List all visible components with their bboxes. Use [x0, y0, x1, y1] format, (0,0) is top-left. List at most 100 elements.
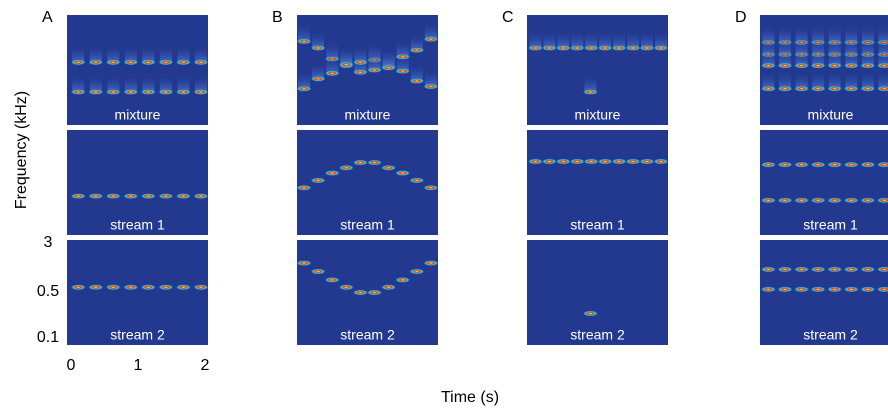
tone-halo [142, 44, 155, 63]
spectrogram-bg [527, 130, 668, 235]
tone [408, 47, 425, 54]
tone [122, 284, 139, 291]
tone [394, 170, 411, 177]
spectrogram: stream 2 [297, 240, 438, 345]
tone [777, 161, 794, 168]
tone [157, 89, 174, 95]
tone-halo [812, 47, 825, 66]
tone [843, 266, 860, 273]
row-label: mixture [575, 107, 621, 123]
tone [859, 286, 876, 293]
tone-halo [89, 44, 102, 63]
tone [175, 284, 192, 291]
tone-halo [599, 30, 612, 48]
tone [310, 45, 327, 51]
row-label: mixture [115, 107, 161, 123]
tone [297, 184, 313, 191]
tone [394, 68, 411, 75]
tone-halo [298, 70, 311, 89]
tone-halo [585, 30, 598, 48]
tone [105, 284, 122, 291]
tone-halo [878, 47, 888, 66]
row-label: stream 2 [803, 327, 858, 343]
row-label: stream 2 [570, 327, 625, 343]
tone [408, 268, 425, 275]
tone-halo [159, 74, 172, 92]
tone [582, 310, 599, 317]
tone [338, 164, 355, 171]
tone [555, 158, 572, 165]
spectrogram: mixture [760, 15, 888, 125]
tone-halo [124, 74, 137, 92]
tone [352, 59, 369, 66]
tone-halo [424, 21, 437, 40]
tone [338, 284, 355, 291]
spectrogram-content [760, 15, 888, 125]
tone [810, 161, 827, 168]
tone [352, 69, 369, 76]
tone-halo [159, 44, 172, 63]
tone [876, 266, 888, 273]
tone [380, 284, 397, 291]
tone-halo [529, 30, 542, 48]
panel-label: B [272, 9, 283, 26]
tone [639, 158, 656, 165]
tone [876, 62, 888, 69]
tone [541, 158, 558, 165]
spectrogram: stream 2 [760, 240, 888, 345]
tone [422, 260, 438, 267]
tone [105, 59, 122, 66]
tone [859, 85, 876, 92]
tone [157, 193, 174, 200]
tone-halo [382, 49, 395, 68]
tone [826, 161, 843, 168]
tone [611, 158, 628, 165]
tone [760, 286, 777, 293]
tone [859, 62, 876, 69]
tone [394, 53, 411, 60]
tone [583, 158, 600, 165]
tone [70, 193, 87, 200]
tone [793, 62, 810, 69]
y-tick-label: 3 [44, 234, 53, 251]
spectrogram-content [760, 130, 888, 235]
spectrogram-bg [760, 130, 888, 235]
tone-halo [861, 70, 874, 89]
spectrogram-bg [67, 15, 208, 125]
row-label: stream 2 [110, 327, 165, 343]
tone-halo [641, 30, 654, 48]
tone [70, 89, 87, 95]
tone [70, 284, 87, 291]
tone [777, 286, 794, 293]
tone [324, 170, 341, 177]
spectrogram: stream 2 [67, 240, 208, 345]
spectrogram: mixture [67, 15, 208, 125]
spectrogram-content [527, 240, 668, 345]
tone [192, 89, 208, 95]
tone [569, 158, 586, 165]
tone-halo [194, 44, 207, 63]
tone [380, 164, 397, 171]
tone [859, 161, 876, 168]
tone-halo [142, 74, 155, 92]
tone [380, 64, 397, 71]
tone [140, 59, 157, 66]
tone [760, 85, 777, 92]
spectrogram: mixture [297, 15, 438, 125]
tone [324, 276, 341, 283]
tone [366, 67, 383, 73]
tone [140, 89, 157, 95]
tone-halo [845, 47, 858, 66]
tone [876, 161, 888, 168]
tone-halo [326, 55, 339, 74]
tone [625, 158, 642, 165]
tone [843, 197, 860, 204]
tone [87, 284, 104, 291]
spectrogram-content [297, 130, 438, 235]
spectrogram-bg [67, 130, 208, 235]
tone [157, 284, 174, 291]
tone [140, 284, 157, 291]
tone [597, 45, 614, 51]
tone [843, 62, 860, 69]
tone [843, 161, 860, 168]
